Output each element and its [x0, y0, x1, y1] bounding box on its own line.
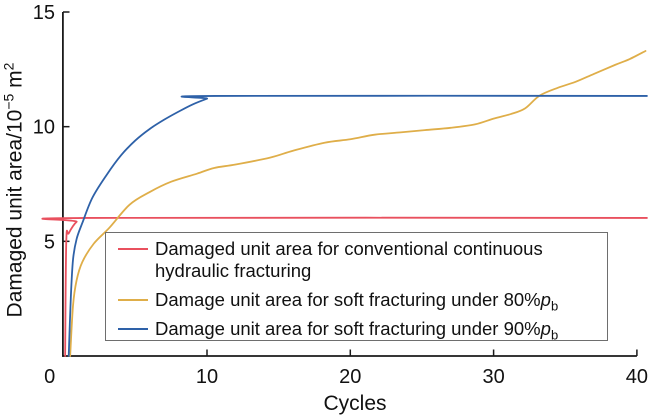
red-line-swatch — [118, 248, 148, 250]
x-tick-label: 40 — [626, 366, 648, 388]
legend-entry-soft-90: Damage unit area for soft fracturing und… — [114, 318, 599, 347]
x-tick-label: 20 — [339, 366, 361, 388]
y-tick-label: 10 — [33, 117, 55, 139]
legend-entry-soft-80: Damage unit area for soft fracturing und… — [114, 289, 599, 318]
gold-line-swatch — [118, 299, 148, 301]
x-tick-label: 30 — [482, 366, 504, 388]
y-axis-title: Damaged unit area/10−5 m2 — [0, 62, 27, 318]
legend-entry-conventional: Damaged unit area for conventional conti… — [114, 238, 599, 282]
y-tick-label: 5 — [44, 231, 55, 253]
x-tick-label: 0 — [44, 366, 55, 388]
x-tick-label: 10 — [196, 366, 218, 388]
blue-line-swatch — [118, 327, 148, 330]
legend-box: Damaged unit area for conventional conti… — [105, 232, 608, 342]
legend-label-conventional: Damaged unit area for conventional conti… — [155, 238, 543, 281]
legend-label-soft-90: Damage unit area for soft fracturing und… — [155, 317, 559, 343]
soft-80-line — [69, 50, 647, 357]
conventional-line — [41, 216, 648, 357]
y-tick-label: 15 — [33, 2, 55, 24]
legend-label-soft-80: Damage unit area for soft fracturing und… — [155, 289, 559, 314]
x-axis-title: Cycles — [323, 392, 387, 415]
soft-90-line — [67, 94, 648, 357]
